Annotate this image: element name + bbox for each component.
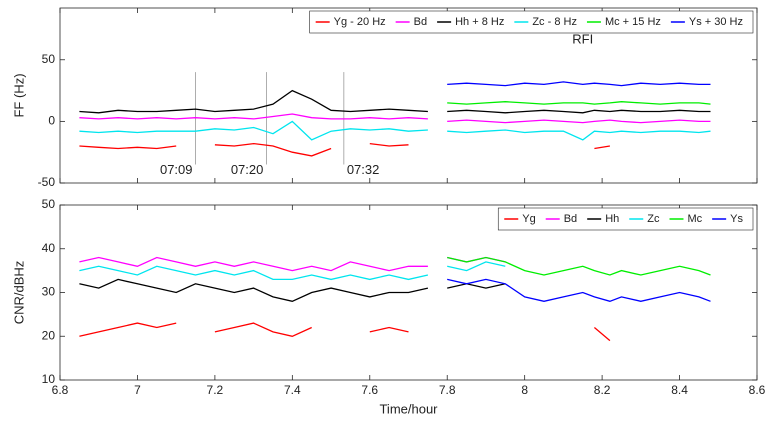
legend-label: Mc [687,213,702,225]
series-line [79,89,711,114]
legend: Yg Bd Hh Zc Mc Ys [497,207,754,231]
axes-box [59,7,758,184]
legend-box [497,207,754,231]
legend-label: Bd [564,213,577,225]
series-line [79,142,611,157]
x-tick-label: 8 [521,383,528,397]
series-line [79,120,711,141]
legend-label: Hh + 8 Hz [455,16,504,28]
marker-label: 07:20 [231,162,264,177]
series-line [447,101,711,105]
y-tick-label: 20 [42,328,56,342]
panel: 07:09 07:20 07:32 RFI -50 0 50 FF (Hz) Yg - 20 H… [11,7,758,189]
series-line [79,113,711,124]
y-tick-label: -50 [38,175,56,189]
series-line [447,278,711,302]
series-line [79,261,506,281]
x-tick-label: 7 [134,383,141,397]
legend-label: Yg - 20 Hz [334,16,386,28]
x-tick-label: 7.2 [207,383,224,397]
y-tick-label: 30 [42,285,56,299]
panel: 10 20 30 40 50 6.8 7 7.2 7.4 7.6 7.8 8 8.2 8.4 8.6 CNR/… [11,197,765,416]
series-line [79,278,506,302]
y-tick-label: 50 [42,197,56,211]
y-tick-label: 0 [48,114,55,128]
x-tick-label: 7.8 [439,383,456,397]
y-tick-label: 50 [42,52,56,66]
x-tick-label: 7.4 [284,383,301,397]
x-tick-label: 8.4 [671,383,688,397]
legend: Yg - 20 Hz Bd Hh + 8 Hz Zc - 8 Hz Mc + 15 Hz… [309,10,754,34]
legend-label: Mc + 15 Hz [605,16,661,28]
x-tick-label: 8.2 [594,383,611,397]
annotation: RFI [572,31,593,46]
legend-label: Ys + 30 Hz [689,16,743,28]
y-axis-label: CNR/dBHz [11,261,26,325]
series-line [447,256,711,276]
x-axis-label: Time/hour [379,401,438,416]
y-axis-label: FF (Hz) [11,73,26,117]
legend-label: Hh [605,213,619,225]
legend-label: Bd [414,16,427,28]
y-tick-label: 40 [42,241,56,255]
legend-label: Yg [522,213,535,225]
x-tick-label: 7.6 [361,383,378,397]
series-line [447,81,711,87]
x-tick-label: 8.6 [749,383,766,397]
legend-label: Zc - 8 Hz [532,16,577,28]
legend-box [309,10,754,34]
marker-label: 07:09 [160,162,193,177]
series-line [79,322,611,342]
legend-label: Ys [730,213,743,225]
marker-label: 07:32 [347,162,380,177]
x-tick-label: 6.8 [52,383,69,397]
y-tick-label: 10 [42,372,56,386]
plot-area [60,8,757,183]
legend-label: Zc [647,213,660,225]
